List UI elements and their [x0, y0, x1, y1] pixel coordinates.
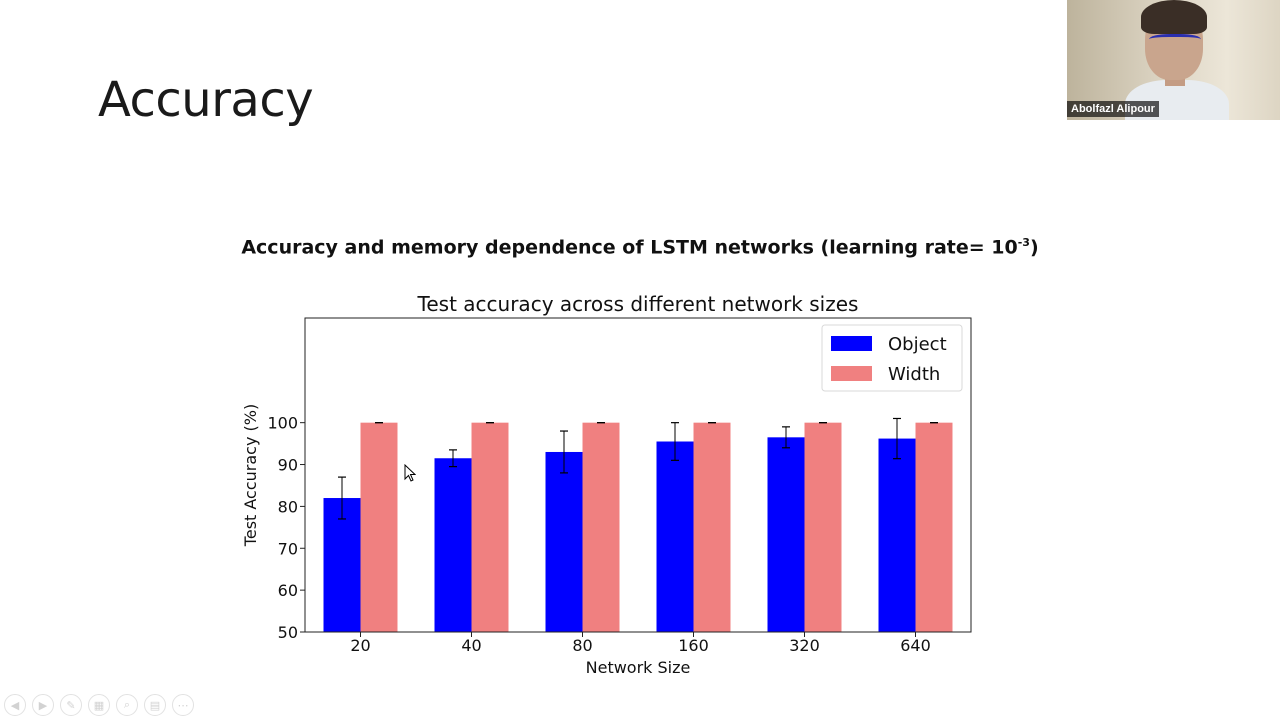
x-tick-label-40: 40	[461, 636, 481, 655]
video-person-glasses	[1149, 34, 1201, 47]
chart-title: Test accuracy across different network s…	[417, 292, 859, 316]
x-tick-label-160: 160	[678, 636, 709, 655]
bar-width-20	[360, 422, 398, 632]
bar-width-640	[915, 422, 953, 632]
plot-frame	[304, 317, 972, 633]
bar-width-40	[471, 422, 509, 632]
y-tick-label-100: 100	[267, 414, 298, 433]
x-tick-label-320: 320	[789, 636, 820, 655]
legend-label-object: Object	[888, 334, 947, 355]
participant-name-label: Abolfazl Alipour	[1067, 101, 1159, 117]
legend-swatch-object	[831, 336, 872, 351]
legend-label-width: Width	[888, 364, 940, 385]
y-axis-label: Test Accuracy (%)	[241, 404, 260, 547]
x-axis-label: Network Size	[586, 658, 691, 677]
bar-object-640	[878, 438, 916, 632]
previous-icon[interactable]: ◀	[4, 694, 26, 716]
x-tick-label-80: 80	[572, 636, 592, 655]
participant-video[interactable]: Abolfazl Alipour	[1067, 0, 1280, 120]
bar-object-40	[434, 458, 472, 632]
y-tick-label-60: 60	[278, 581, 298, 600]
pen-icon[interactable]: ✎	[60, 694, 82, 716]
subtitle-exponent: -3	[1017, 236, 1030, 249]
y-tick-label-70: 70	[278, 539, 298, 558]
bar-object-320	[767, 437, 805, 632]
y-tick-label-90: 90	[278, 456, 298, 475]
zoom-icon[interactable]: ⌕	[116, 694, 138, 716]
video-person-hair	[1141, 0, 1207, 34]
bar-width-160	[693, 422, 731, 632]
bar-object-20	[323, 498, 361, 632]
x-tick-label-640: 640	[900, 636, 931, 655]
subtitle-end: )	[1029, 236, 1039, 259]
bar-width-320	[804, 422, 842, 632]
bar-object-160	[656, 441, 694, 632]
mouse-cursor-icon	[404, 463, 417, 486]
slides-icon[interactable]: ▦	[88, 694, 110, 716]
slide-title: Accuracy	[98, 72, 314, 128]
y-tick-label-50: 50	[278, 623, 298, 642]
more-icon[interactable]: ⋯	[172, 694, 194, 716]
bar-object-80	[545, 451, 583, 632]
subtitles-icon[interactable]: ▤	[144, 694, 166, 716]
y-tick-label-80: 80	[278, 497, 298, 516]
legend-swatch-width	[831, 366, 872, 381]
next-icon[interactable]: ▶	[32, 694, 54, 716]
x-tick-label-20: 20	[350, 636, 370, 655]
bar-width-80	[582, 422, 620, 632]
slideshow-controls: ◀ ▶ ✎ ▦ ⌕ ▤ ⋯	[4, 694, 194, 716]
slide-subtitle: Accuracy and memory dependence of LSTM n…	[0, 236, 1280, 258]
subtitle-text: Accuracy and memory dependence of LSTM n…	[241, 236, 1018, 259]
